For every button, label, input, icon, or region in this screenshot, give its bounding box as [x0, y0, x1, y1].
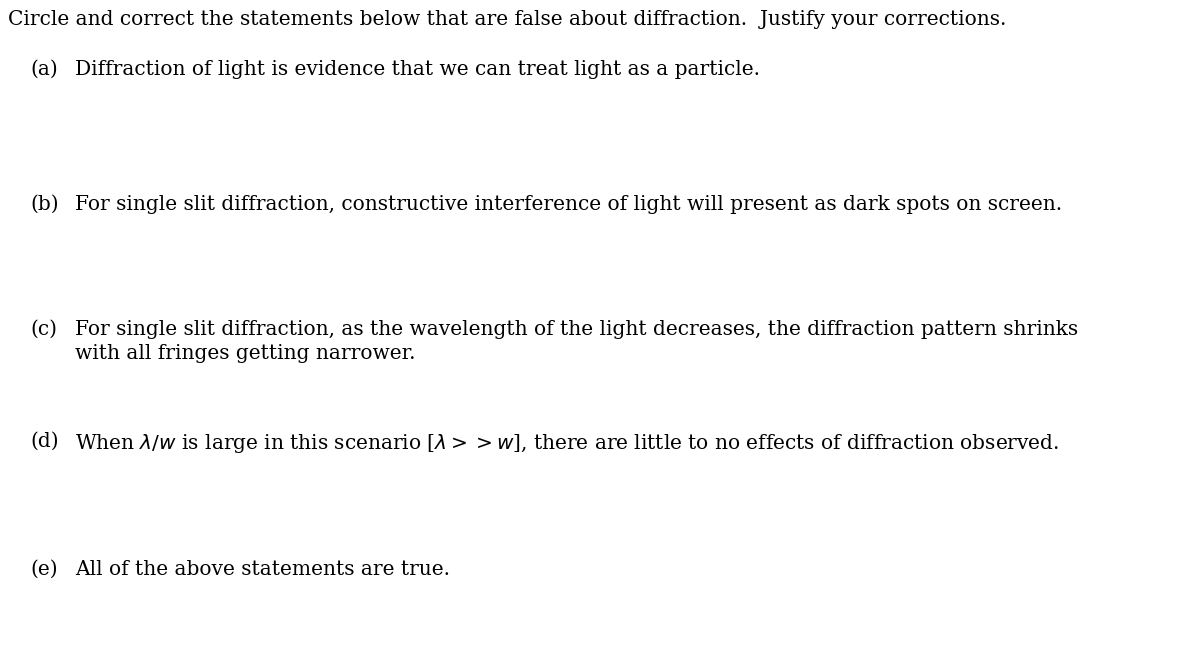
Text: with all fringes getting narrower.: with all fringes getting narrower. [74, 344, 415, 363]
Text: For single slit diffraction, as the wavelength of the light decreases, the diffr: For single slit diffraction, as the wave… [74, 320, 1078, 339]
Text: Diffraction of light is evidence that we can treat light as a particle.: Diffraction of light is evidence that we… [74, 60, 760, 79]
Text: (a): (a) [30, 60, 58, 79]
Text: (e): (e) [30, 560, 58, 579]
Text: (b): (b) [30, 195, 59, 214]
Text: (c): (c) [30, 320, 58, 339]
Text: (d): (d) [30, 432, 59, 451]
Text: All of the above statements are true.: All of the above statements are true. [74, 560, 450, 579]
Text: Circle and correct the statements below that are false about diffraction.  Justi: Circle and correct the statements below … [8, 10, 1007, 29]
Text: For single slit diffraction, constructive interference of light will present as : For single slit diffraction, constructiv… [74, 195, 1062, 214]
Text: When $\lambda/w$ is large in this scenario [$\lambda >> w$], there are little to: When $\lambda/w$ is large in this scenar… [74, 432, 1060, 455]
